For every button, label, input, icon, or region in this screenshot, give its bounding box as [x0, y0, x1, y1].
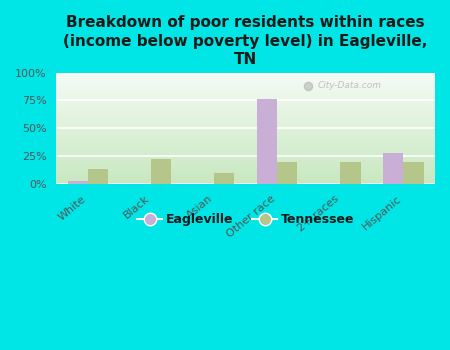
Bar [404, 162, 423, 184]
Bar [277, 162, 297, 184]
Bar [68, 181, 88, 184]
Text: City-Data.com: City-Data.com [318, 82, 382, 90]
Bar [340, 162, 360, 184]
Bar [214, 173, 234, 184]
Legend: Eagleville, Tennessee: Eagleville, Tennessee [132, 208, 359, 231]
Bar [88, 169, 108, 184]
Bar [383, 153, 404, 184]
Bar [151, 159, 171, 184]
Title: Breakdown of poor residents within races
(income below poverty level) in Eaglevi: Breakdown of poor residents within races… [63, 15, 428, 67]
Bar [257, 99, 277, 184]
